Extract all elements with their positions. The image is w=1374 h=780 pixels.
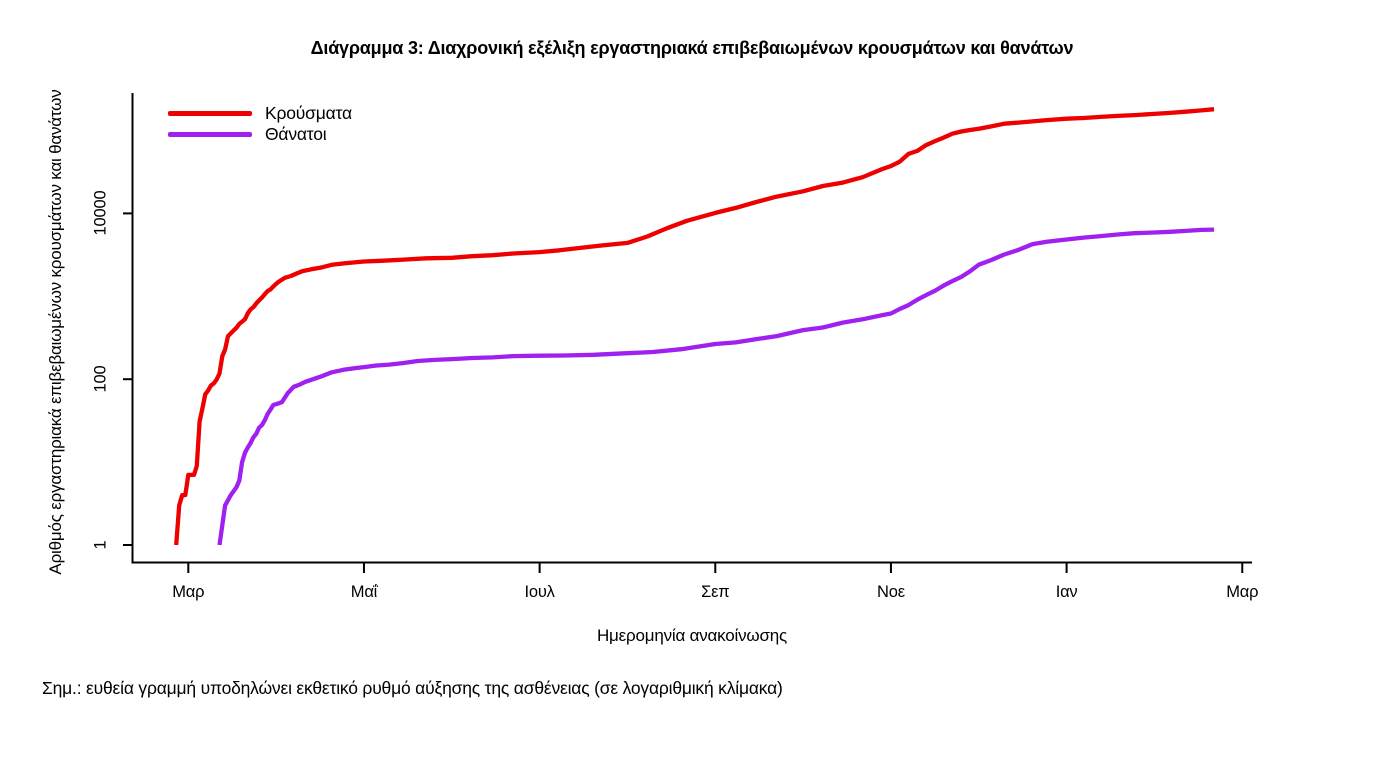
y-tick-label: 1 [91, 540, 110, 550]
y-tick-label: 10000 [91, 190, 110, 236]
y-axis-label: Αριθμός εργαστηριακά επιβεβαιωμένων κρου… [46, 89, 65, 575]
deaths-line [217, 227, 1215, 546]
x-tick-label: Ιουλ [524, 582, 555, 601]
x-tick-label: Μαρ [172, 582, 205, 601]
deaths-line-swatch [168, 132, 252, 137]
x-tick-label: Μαρ [1226, 582, 1259, 601]
x-tick-label: Σεπ [701, 582, 730, 601]
x-tick-label: Μαΐ [350, 582, 378, 601]
cases-line [174, 107, 1215, 546]
chart-title: Διάγραμμα 3: Διαχρονική εξέλιξη εργαστηρ… [310, 38, 1074, 58]
x-tick-label: Νοε [877, 582, 905, 601]
x-axis-label: Ημερομηνία ανακοίνωσης [596, 626, 788, 645]
legend-label-deaths: Θάνατοι [265, 124, 327, 144]
x-tick-label: Ιαν [1055, 582, 1078, 601]
legend-label-cases: Κρούσματα [265, 103, 352, 123]
footnote: Σημ.: ευθεία γραμμή υποδηλώνει εκθετικό … [42, 678, 783, 698]
y-tick-label: 100 [91, 365, 110, 393]
cases-line-swatch [168, 111, 252, 116]
